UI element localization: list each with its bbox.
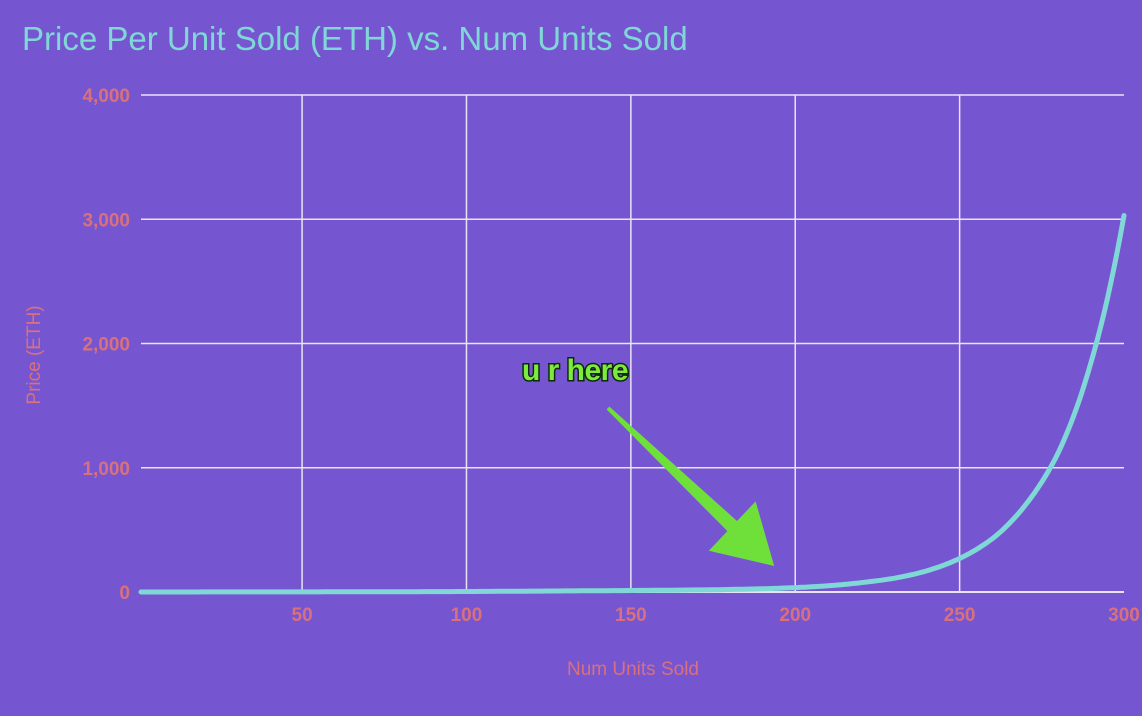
x-tick-label: 50 — [292, 605, 313, 626]
y-tick-label: 4,000 — [82, 86, 130, 107]
annotation-layer: u r here — [522, 354, 774, 566]
y-tick-label: 2,000 — [82, 335, 130, 356]
x-tick-label: 250 — [944, 605, 976, 626]
x-tick-label: 150 — [615, 605, 647, 626]
x-tick-label: 300 — [1108, 605, 1140, 626]
series-layer — [141, 216, 1124, 593]
annotation-label: u r here — [522, 354, 628, 387]
x-tick-label: 100 — [451, 605, 483, 626]
grid-layer — [141, 95, 1124, 592]
series-line — [141, 216, 1124, 593]
y-axis-label: Price (ETH) — [24, 305, 45, 404]
annotation-arrow — [607, 407, 775, 566]
x-tick-label: 200 — [779, 605, 811, 626]
y-tick-label: 3,000 — [82, 210, 130, 231]
x-axis-label: Num Units Sold — [567, 659, 699, 680]
y-tick-label: 1,000 — [82, 459, 130, 480]
chart-title: Price Per Unit Sold (ETH) vs. Num Units … — [22, 20, 688, 57]
y-tick-label: 0 — [119, 583, 130, 604]
